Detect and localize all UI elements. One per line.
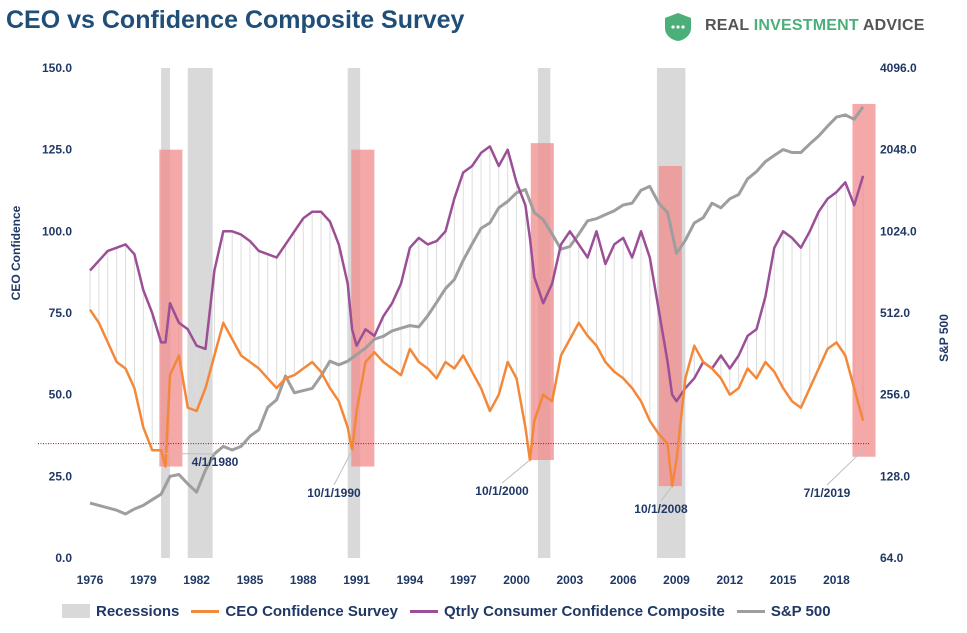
legend-item-sp500: S&P 500 (736, 602, 831, 620)
x-tick-label: 2018 (823, 573, 850, 587)
brand-shield-icon (665, 13, 691, 41)
y-tick-label: 150.0 (42, 61, 72, 75)
annotation-leader-3 (660, 485, 673, 502)
x-tick-label: 2003 (557, 573, 584, 587)
annotation-leader-0 (165, 452, 216, 455)
annotation-leader-1 (333, 449, 353, 486)
x-tick-label: 1979 (130, 573, 157, 587)
highlight-box-1 (351, 149, 375, 467)
legend-item-ceo: CEO Confidence Survey (191, 603, 398, 620)
brand-investment: INVESTMENT (753, 17, 859, 34)
y-tick-label: 0.0 (55, 551, 72, 565)
y2-tick-label: 2048.0 (880, 143, 917, 157)
x-tick-label: 2012 (716, 573, 743, 587)
annotation-label-1: 10/1/1990 (307, 486, 361, 500)
x-tick-label: 2015 (770, 573, 797, 587)
y-axis-title: CEO Confidence (9, 205, 23, 300)
annotation-label-2: 10/1/2000 (475, 484, 529, 498)
x-tick-label: 2000 (503, 573, 530, 587)
y2-tick-label: 4096.0 (880, 61, 917, 75)
brand-logo: REAL INVESTMENT ADVICE (663, 12, 963, 42)
legend-swatch-consumer (409, 609, 438, 613)
y-tick-label: 100.0 (42, 224, 72, 238)
series-line-consumer (89, 145, 865, 403)
y2-axis-title: S&P 500 (937, 314, 951, 362)
y2-tick-label: 64.0 (880, 551, 904, 565)
y-tick-label: 125.0 (42, 143, 72, 157)
y2-tick-label: 1024.0 (880, 224, 917, 238)
x-tick-label: 2006 (610, 573, 637, 587)
y-tick-label: 25.0 (49, 469, 73, 483)
series-line-ceo (88, 308, 865, 488)
y2-tick-label: 256.0 (880, 388, 910, 402)
brand-real: REAL (705, 17, 750, 34)
legend-item-consumer: Qtrly Consumer Confidence Composite (409, 602, 725, 620)
highlight-box-4 (852, 103, 876, 457)
legend-label-ceo: CEO Confidence Survey (225, 602, 398, 620)
x-tick-label: 1991 (343, 573, 370, 587)
annotation-label-0: 4/1/1980 (192, 455, 239, 469)
annotation-leader-2 (501, 459, 531, 484)
x-tick-label: 1988 (290, 573, 317, 587)
x-tick-label: 1985 (237, 573, 264, 587)
x-tick-label: 1976 (77, 573, 104, 587)
legend-label-sp500: S&P 500 (770, 602, 831, 620)
legend-item-recessions: Recessions (62, 603, 179, 620)
x-tick-label: 1982 (183, 573, 210, 587)
legend-swatch-sp500 (736, 609, 765, 613)
page-title: CEO vs Confidence Composite Survey (6, 6, 465, 34)
x-tick-label: 1997 (450, 573, 477, 587)
brand-name: REAL INVESTMENT ADVICE (705, 17, 925, 35)
annotation-label-4: 7/1/2019 (804, 486, 851, 500)
legend-label-recessions: Recessions (96, 602, 180, 620)
legend-label-consumer: Qtrly Consumer Confidence Composite (443, 602, 725, 620)
chart: 0.0 25.0 50.0 75.0 100.0 125.0 150.0 64.0 128.0 2… (9, 61, 951, 587)
x-tick-label: 1994 (397, 573, 424, 587)
brand-advice: ADVICE (862, 17, 925, 34)
y2-tick-label: 128.0 (880, 469, 910, 483)
y2-tick-label: 512.0 (880, 306, 910, 320)
annotation-leader-4 (826, 449, 864, 486)
y-tick-label: 50.0 (49, 388, 73, 402)
legend-swatch-ceo (191, 609, 220, 613)
annotation-label-3: 10/1/2008 (634, 502, 688, 516)
legend-swatch-recessions (62, 604, 90, 618)
y-tick-label: 75.0 (49, 306, 73, 320)
series-line-sp500 (89, 105, 865, 516)
x-tick-label: 2009 (663, 573, 690, 587)
legend: Recessions CEO Confidence Survey Qtrly C… (62, 600, 831, 622)
